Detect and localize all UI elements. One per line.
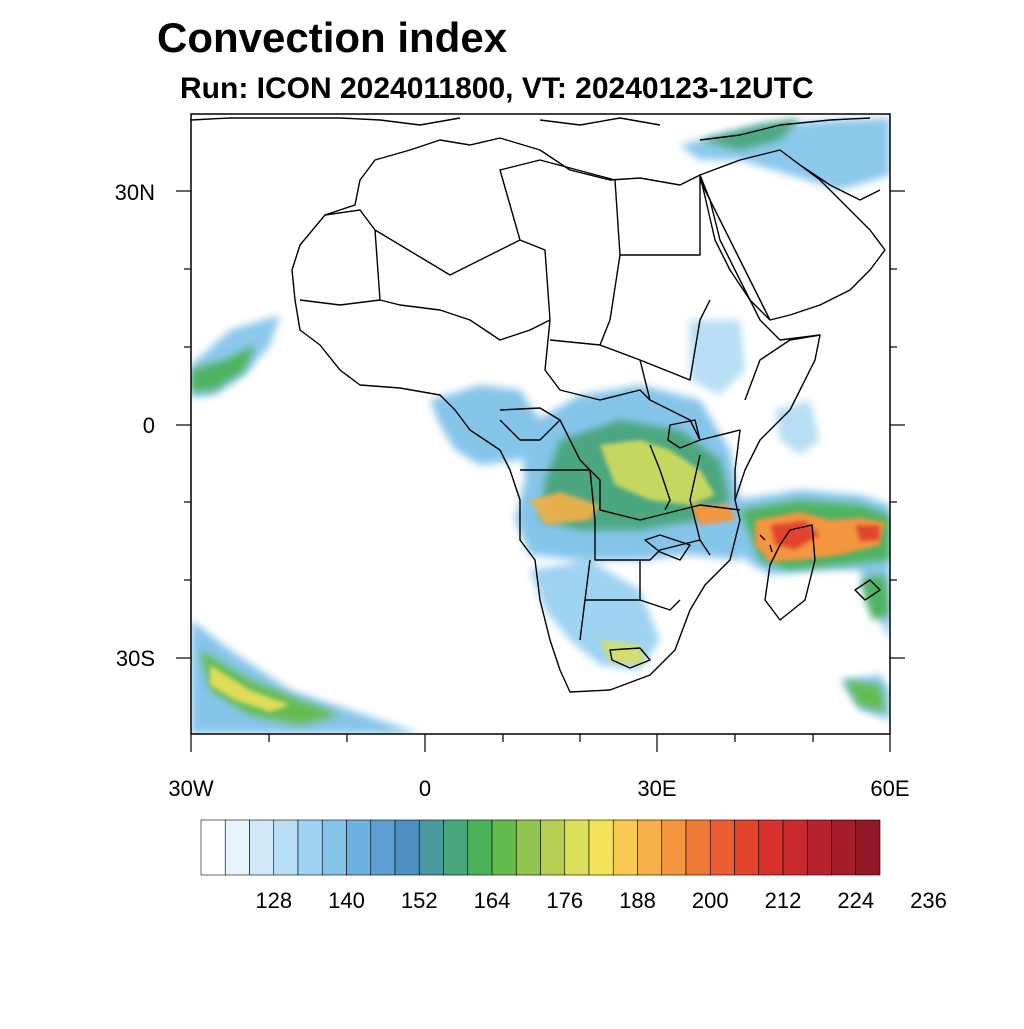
borders	[299, 159, 741, 669]
map-frame	[176, 113, 905, 752]
colorbar-swatch	[321, 819, 347, 876]
colorbar-swatch	[249, 819, 275, 876]
y-tick-label-30s: 30S	[115, 646, 155, 671]
madagascar-coast	[764, 524, 816, 621]
colorbar-tick-label: 164	[473, 888, 511, 913]
colorbar-tick-label: 140	[328, 888, 365, 913]
persian-gulf	[799, 164, 881, 201]
colorbar-swatch	[467, 819, 493, 876]
colorbar-swatch	[394, 819, 420, 876]
colorbar	[200, 819, 881, 876]
lake-victoria	[667, 419, 701, 449]
x-tick-label-0: 0	[418, 776, 432, 801]
colorbar-swatch	[297, 819, 323, 876]
coastlines	[191, 117, 886, 693]
y-tick-label-30n: 30N	[114, 180, 155, 205]
colorbar-tick-label: 188	[619, 888, 656, 913]
somali-border	[744, 334, 821, 401]
colorbar-swatch	[831, 819, 857, 876]
convection-gulf-guinea	[430, 385, 540, 465]
convection-somalia	[775, 400, 820, 455]
colorbar-swatch	[855, 819, 881, 876]
convection-field	[191, 118, 890, 734]
colorbar-tick-label: 212	[764, 888, 802, 913]
x-tick-label-30w: 30W	[168, 776, 214, 801]
colorbar-tick-label: 128	[255, 888, 293, 913]
colorbar-swatch	[685, 819, 711, 876]
colorbar-swatch	[273, 819, 299, 876]
mascarene	[854, 579, 881, 601]
colorbar-swatch	[443, 819, 469, 876]
colorbar-swatch	[515, 819, 541, 876]
europe-coast	[191, 117, 871, 141]
convection-south	[530, 560, 660, 670]
comoros	[759, 534, 773, 553]
colorbar-swatch	[806, 819, 832, 876]
colorbar-swatch	[734, 819, 760, 876]
colorbar-swatch	[637, 819, 663, 876]
lake-tanganyika	[649, 444, 671, 511]
colorbar-tick-label: 224	[837, 888, 875, 913]
colorbar-swatch	[491, 819, 517, 876]
colorbar-swatch	[200, 819, 226, 876]
colorbar-tick-label: 152	[400, 888, 438, 913]
x-tick-label-60e: 60E	[870, 776, 910, 801]
convection-horn	[690, 320, 745, 395]
y-tick-label-0: 0	[142, 413, 155, 438]
colorbar-tick-label: 200	[691, 888, 729, 913]
africa-coast	[291, 137, 821, 693]
colorbar-swatch	[758, 819, 784, 876]
colorbar-swatch	[709, 819, 735, 876]
colorbar-tick-label: 236	[910, 888, 947, 913]
chart-subtitle: Run: ICON 2024011800, VT: 20240123-12UTC	[180, 72, 814, 105]
colorbar-swatch	[782, 819, 808, 876]
colorbar-swatch	[661, 819, 687, 876]
x-tick-label-30e: 30E	[637, 776, 677, 801]
colorbar-tick-label: 176	[546, 888, 584, 913]
colorbar-swatch	[564, 819, 590, 876]
colorbar-swatch	[370, 819, 396, 876]
colorbar-swatch	[224, 819, 250, 876]
colorbar-swatch	[418, 819, 444, 876]
colorbar-swatch	[346, 819, 372, 876]
colorbar-swatch	[588, 819, 614, 876]
colorbar-swatch	[540, 819, 566, 876]
red-sea	[699, 179, 771, 321]
colorbar-swatch	[612, 819, 638, 876]
chart-title: Convection index	[157, 14, 508, 61]
arabia-coast	[699, 149, 886, 321]
